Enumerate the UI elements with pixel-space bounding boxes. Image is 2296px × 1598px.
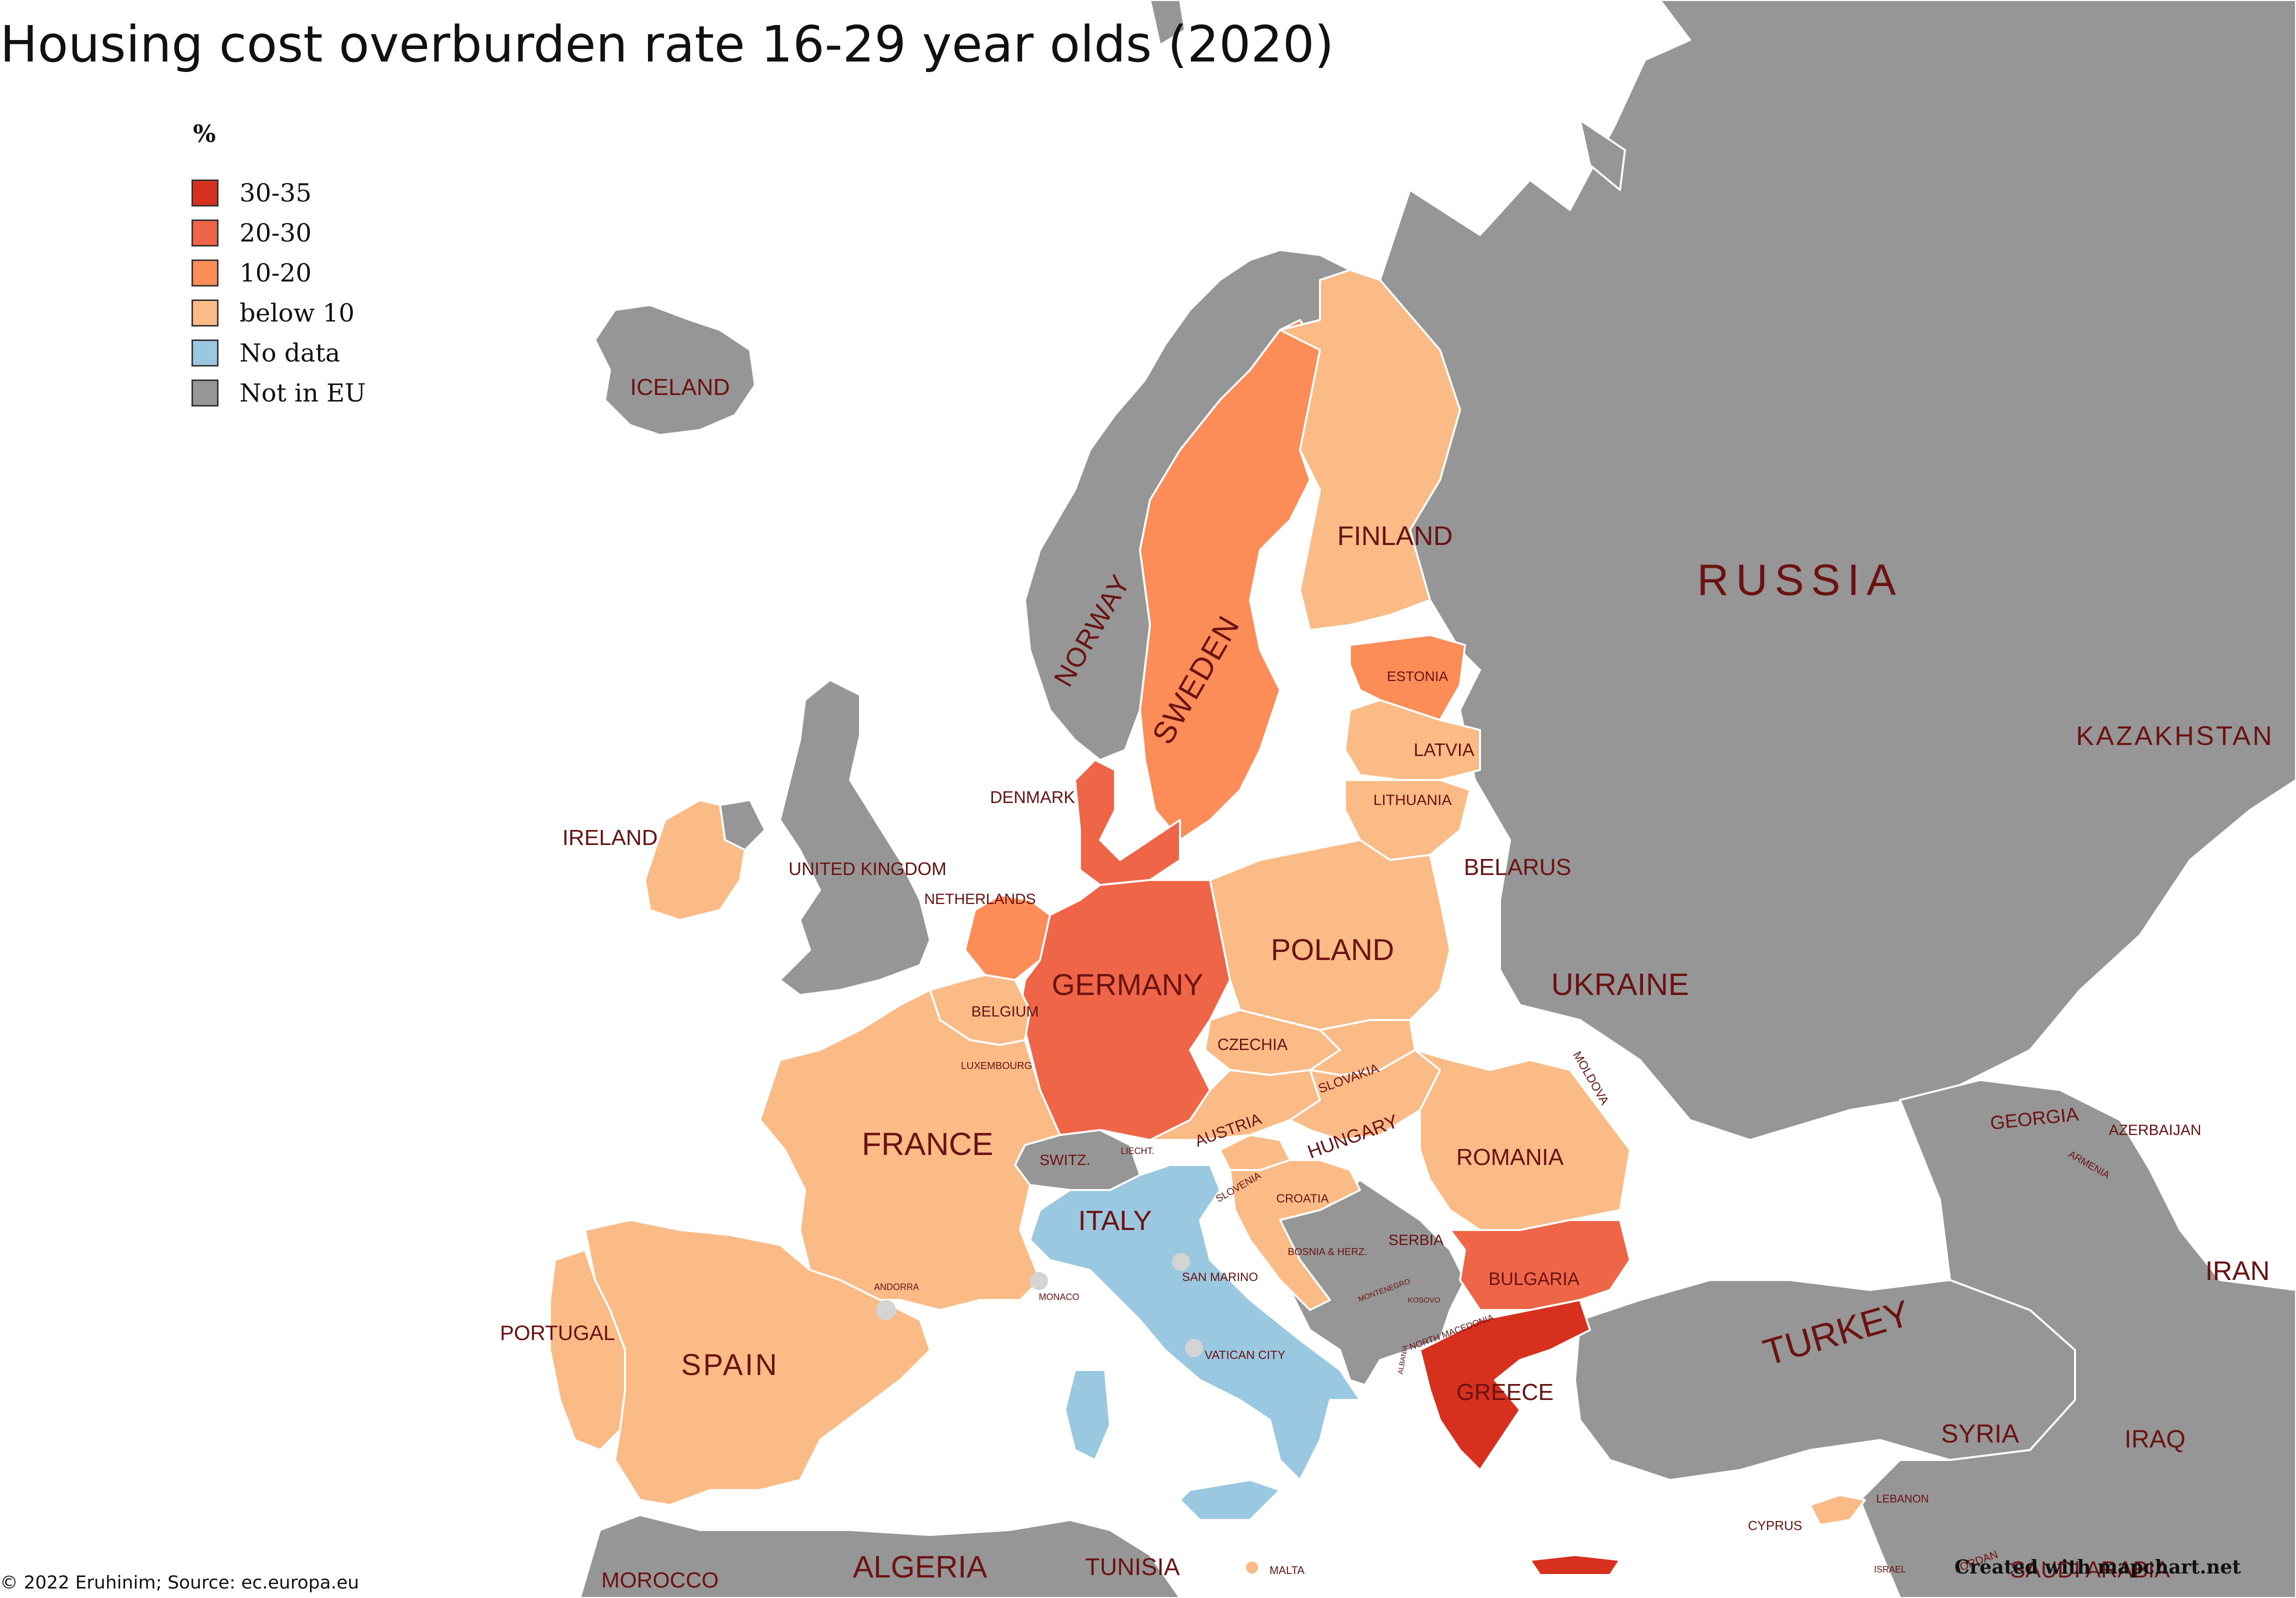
label-lebanon: LEBANON [1876, 1492, 1928, 1505]
legend-swatch [192, 260, 218, 286]
label-romania: ROMANIA [1456, 1144, 1564, 1170]
region-latvia[interactable] [1344, 699, 1481, 781]
label-israel: ISRAEL [1874, 1564, 1906, 1574]
label-switzerland: SWITZ. [1040, 1152, 1090, 1168]
label-azerbaijan: AZERBAIJAN [2108, 1122, 2201, 1138]
region-iceland[interactable] [594, 304, 756, 436]
label-iraq: IRAQ [2124, 1425, 2186, 1453]
label-poland: POLAND [1271, 933, 1394, 966]
label-germany: GERMANY [1052, 968, 1203, 1002]
region-greece[interactable] [1419, 1299, 1621, 1576]
label-estonia: ESTONIA [1387, 668, 1448, 684]
label-syria: SYRIA [1941, 1420, 2019, 1448]
legend-title: % [193, 120, 216, 148]
label-liechtenstein: LIECHT. [1120, 1146, 1154, 1156]
label-monaco: MONACO [1039, 1292, 1080, 1302]
label-italy: ITALY [1078, 1204, 1152, 1236]
legend-swatch [192, 220, 218, 246]
label-ireland: IRELAND [562, 826, 658, 850]
legend-label: 30-35 [240, 178, 312, 208]
region-ireland[interactable] [644, 799, 746, 921]
region-united-kingdom[interactable] [719, 679, 931, 996]
region-russia-islands [1149, 0, 1626, 191]
label-kosovo: KOSOVO [1408, 1296, 1440, 1304]
label-russia: RUSSIA [1697, 555, 1903, 604]
legend-label: below 10 [240, 298, 355, 328]
legend-item: below 10 [192, 293, 366, 333]
legend-item: 10-20 [192, 253, 366, 293]
label-netherlands: NETHERLANDS [924, 891, 1036, 908]
label-czechia: CZECHIA [1218, 1036, 1288, 1054]
label-greece: GREECE [1456, 1379, 1554, 1405]
region-hungary[interactable] [1289, 1049, 1441, 1141]
label-tunisia: TUNISIA [1085, 1554, 1180, 1580]
label-kazakhstan: KAZAKHSTAN [2076, 721, 2274, 751]
region-turkey[interactable] [1574, 1279, 2076, 1481]
region-poland[interactable] [1209, 839, 1451, 1031]
label-finland: FINLAND [1337, 521, 1452, 551]
label-san-marino: SAN MARINO [1182, 1270, 1258, 1284]
legend-item: 20-30 [192, 213, 366, 253]
label-croatia: CROATIA [1276, 1192, 1329, 1206]
legend-label: Not in EU [240, 378, 366, 408]
label-vatican-city: VATICAN CITY [1204, 1348, 1286, 1362]
label-malta: MALTA [1270, 1564, 1304, 1576]
legend-item: Not in EU [192, 373, 366, 413]
label-iceland: ICELAND [630, 374, 730, 400]
label-belgium: BELGIUM [971, 1004, 1038, 1020]
label-denmark: DENMARK [990, 788, 1075, 807]
region-lithuania[interactable] [1344, 779, 1471, 861]
label-lithuania: LITHUANIA [1374, 792, 1452, 808]
label-ukraine: UKRAINE [1551, 968, 1689, 1002]
label-serbia: SERBIA [1388, 1232, 1444, 1248]
legend-swatch [192, 380, 218, 406]
label-saudi-arabia: SAUDI ARABIA [2010, 1556, 2170, 1582]
region-middle-east[interactable] [1859, 1079, 2296, 1598]
region-bulgaria[interactable] [1449, 1219, 1631, 1311]
label-cyprus: CYPRUS [1748, 1518, 1802, 1533]
source-credit: © 2022 Eruhinim; Source: ec.europa.eu [0, 1572, 360, 1593]
region-malta[interactable] [1244, 1560, 1260, 1576]
legend-swatch [192, 180, 218, 206]
legend-label: 10-20 [240, 258, 312, 288]
map-title: Housing cost overburden rate 16-29 year … [0, 15, 1334, 74]
label-belarus: BELARUS [1464, 854, 1572, 880]
label-france: FRANCE [862, 1126, 993, 1162]
label-algeria: ALGERIA [853, 1550, 988, 1584]
label-andorra: ANDORRA [874, 1282, 919, 1292]
mapchart-watermark: Created with mapchart.net [1954, 1556, 2241, 1578]
legend-swatch [192, 340, 218, 366]
label-portugal: PORTUGAL [500, 1321, 615, 1344]
label-spain: SPAIN [681, 1348, 779, 1382]
legend: % 30-35 20-30 10-20 below 10 No data Not… [192, 120, 366, 413]
marker-monaco[interactable] [1030, 1272, 1048, 1290]
marker-andorra[interactable] [876, 1300, 896, 1320]
label-luxembourg: LUXEMBOURG [961, 1060, 1032, 1072]
region-finland[interactable] [1279, 269, 1461, 631]
region-denmark[interactable] [1074, 759, 1181, 886]
label-bulgaria: BULGARIA [1488, 1268, 1580, 1289]
marker-san-marino[interactable] [1172, 1253, 1190, 1271]
region-portugal[interactable] [549, 1249, 626, 1451]
label-latvia: LATVIA [1414, 740, 1474, 760]
legend-label: 20-30 [240, 218, 312, 248]
marker-vatican-city[interactable] [1185, 1339, 1203, 1357]
label-united-kingdom: UNITED KINGDOM [788, 858, 946, 879]
region-croatia[interactable] [1229, 1159, 1361, 1311]
region-balkans-non-eu[interactable] [1269, 1179, 1466, 1386]
legend-swatch [192, 300, 218, 326]
region-north-africa[interactable] [579, 1514, 1181, 1598]
legend-label: No data [240, 338, 340, 368]
label-bosnia: BOSNIA & HERZ. [1288, 1246, 1368, 1258]
legend-item: No data [192, 333, 366, 373]
region-cyprus[interactable] [1809, 1494, 1866, 1526]
region-germany[interactable] [1019, 879, 1231, 1141]
region-france[interactable] [759, 989, 1061, 1311]
label-morocco: MOROCCO [602, 1568, 719, 1592]
label-iran: IRAN [2205, 1256, 2270, 1286]
legend-item: 30-35 [192, 173, 366, 213]
